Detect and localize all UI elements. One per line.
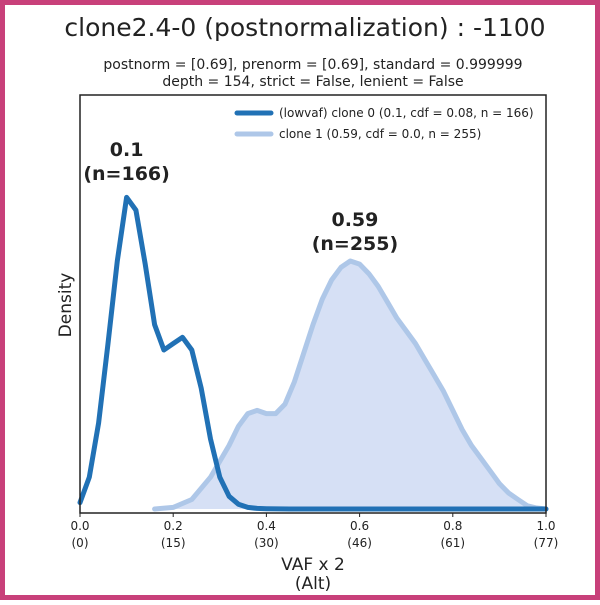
y-axis-label: Density: [56, 273, 76, 338]
x-axis-label-line-1: VAF x 2: [281, 555, 345, 575]
chart-title: clone2.4-0 (postnormalization) : -1100: [64, 13, 545, 42]
x-tick-sublabel: (15): [161, 536, 186, 550]
density-chart: clone2.4-0 (postnormalization) : -1100 p…: [56, 13, 558, 594]
x-tick-sublabel: (77): [534, 536, 559, 550]
annotation-1-line-0: 0.59: [331, 209, 378, 231]
series-0-line: [77, 194, 549, 512]
annotation-1-line-1: (n=255): [312, 233, 398, 255]
chart-subtitle-line-2: depth = 154, strict = False, lenient = F…: [162, 74, 463, 90]
x-tick-label: 0.4: [257, 519, 276, 533]
legend-label-clone-1: clone 1 (0.59, cdf = 0.0, n = 255): [279, 127, 481, 141]
x-tick-sublabel: (0): [72, 536, 89, 550]
x-axis-ticks: 0.0 (0) 0.2 (15) 0.4 (30) 0.6 (46) 0.8 (61) 1.0 (77…: [70, 513, 558, 550]
x-tick-sublabel: (30): [254, 536, 279, 550]
series-layer: [77, 194, 549, 512]
plot-frame: [79, 94, 547, 514]
annotation-0-line-1: (n=166): [83, 163, 169, 185]
series-1-area: [154, 261, 546, 509]
x-tick-sublabel: (61): [440, 536, 465, 550]
x-axis-label-line-2: (Alt): [295, 574, 331, 594]
peak-annotations: 0.1(n=166) 0.59(n=255): [83, 139, 398, 255]
x-tick-label: 0.8: [443, 519, 462, 533]
chart-subtitle-line-1: postnorm = [0.69], prenorm = [0.69], sta…: [103, 57, 522, 73]
legend-label-clone-0: (lowvaf) clone 0 (0.1, cdf = 0.08, n = 1…: [279, 106, 534, 120]
x-tick-label: 0.6: [350, 519, 369, 533]
legend: (lowvaf) clone 0 (0.1, cdf = 0.08, n = 1…: [234, 106, 534, 141]
series-1-line: [152, 258, 549, 512]
x-tick-label: 0.2: [164, 519, 183, 533]
x-tick-label: 0.0: [70, 519, 89, 533]
x-tick-label: 1.0: [536, 519, 555, 533]
annotation-0-line-0: 0.1: [110, 139, 144, 161]
x-tick-sublabel: (46): [347, 536, 372, 550]
